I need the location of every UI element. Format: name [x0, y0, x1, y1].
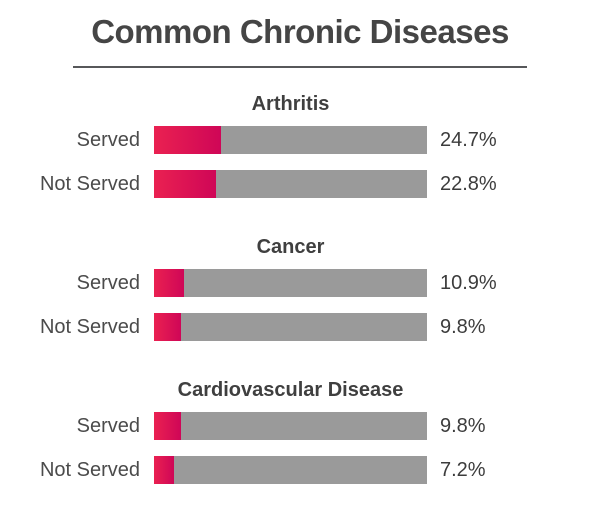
title-divider-line — [73, 66, 527, 68]
bar-fill — [154, 412, 181, 440]
row-label: Served — [76, 128, 140, 151]
bar-row-cancer-served: Served 10.9% — [20, 269, 580, 297]
bar-fill — [154, 269, 184, 297]
row-label: Not Served — [39, 172, 140, 195]
value-label: 24.7% — [440, 128, 497, 151]
value-label: 10.9% — [440, 271, 497, 294]
group-heading: Arthritis — [251, 93, 330, 115]
bar-track — [154, 412, 427, 440]
row-label: Not Served — [39, 315, 140, 338]
disease-group-cancer: Cancer Served 10.9% Not Served 9.8% — [20, 236, 580, 341]
bar-fill — [154, 170, 217, 198]
chart-body: Arthritis Served 24.7% Not Served 22.8% … — [0, 93, 600, 484]
row-label: Served — [76, 414, 140, 437]
bar-track — [154, 313, 427, 341]
bar-track — [154, 269, 427, 297]
row-label: Served — [76, 271, 140, 294]
group-heading: Cardiovascular Disease — [177, 379, 404, 401]
bar-row-cardiovascular-served: Served 9.8% — [20, 412, 580, 440]
disease-group-arthritis: Arthritis Served 24.7% Not Served 22.8% — [20, 93, 580, 198]
bar-fill — [154, 456, 174, 484]
group-heading: Cancer — [256, 236, 325, 258]
bar-fill — [154, 313, 181, 341]
bar-row-arthritis-served: Served 24.7% — [20, 126, 580, 154]
bar-row-arthritis-not-served: Not Served 22.8% — [20, 170, 580, 198]
value-label: 9.8% — [440, 414, 486, 437]
disease-group-cardiovascular: Cardiovascular Disease Served 9.8% Not S… — [20, 379, 580, 484]
value-label: 7.2% — [440, 458, 486, 481]
value-label: 22.8% — [440, 172, 497, 195]
value-label: 9.8% — [440, 315, 486, 338]
bar-row-cardiovascular-not-served: Not Served 7.2% — [20, 456, 580, 484]
chart-title: Common Chronic Diseases — [91, 13, 509, 50]
row-label: Not Served — [39, 458, 140, 481]
bar-row-cancer-not-served: Not Served 9.8% — [20, 313, 580, 341]
bar-fill — [154, 126, 222, 154]
bar-track — [154, 170, 427, 198]
bar-track — [154, 456, 427, 484]
bar-track — [154, 126, 427, 154]
